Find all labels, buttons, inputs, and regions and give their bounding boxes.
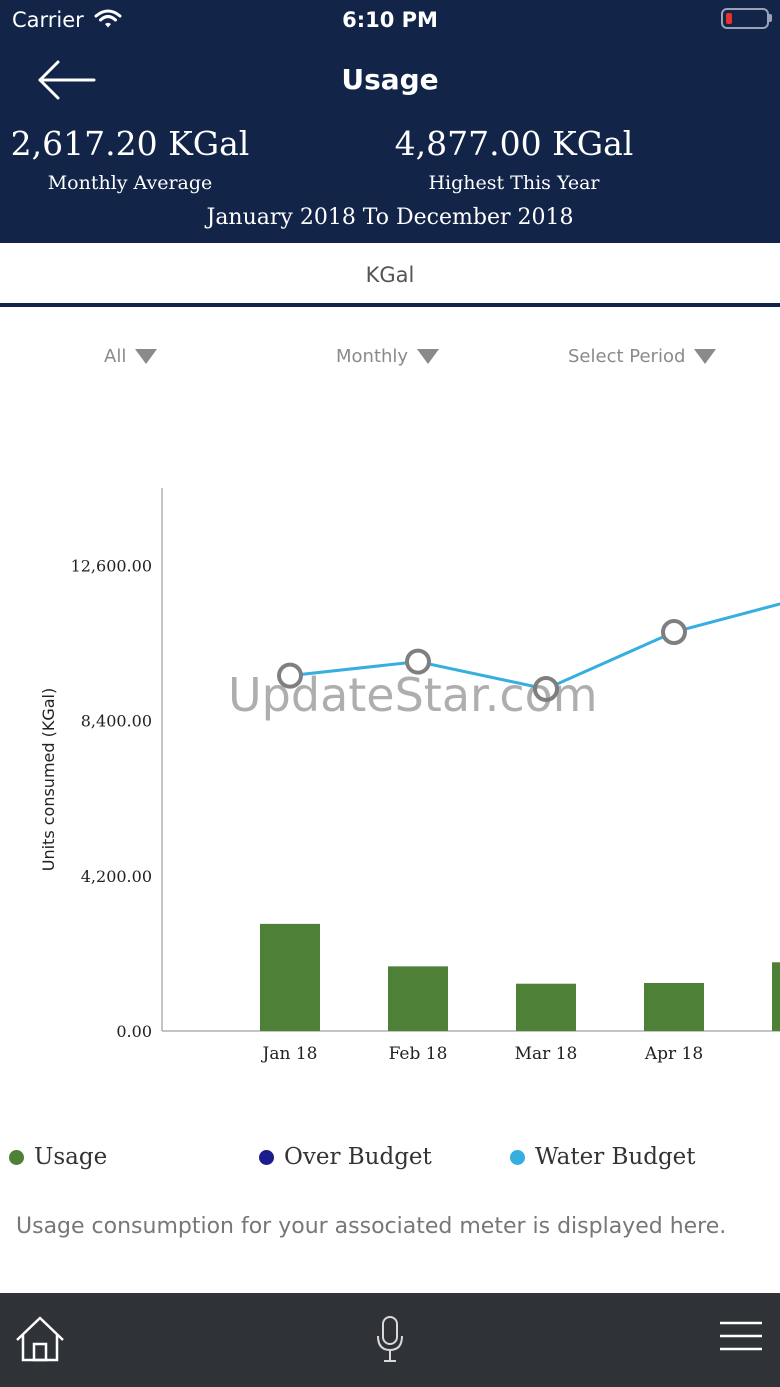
usage-bar — [644, 982, 704, 1031]
usage-bar — [772, 962, 780, 1031]
x-tick-label: Apr 18 — [644, 1044, 703, 1064]
water-budget-point — [533, 675, 559, 702]
bottom-toolbar — [0, 1293, 780, 1387]
water-budget-line — [289, 602, 780, 691]
monthly-average-stat: 2,617.20 KGal Monthly Average — [0, 124, 260, 194]
status-bar: Carrier 6:10 PM — [0, 0, 780, 40]
legend-item-usage[interactable]: Usage — [9, 1144, 107, 1170]
wifi-icon — [94, 9, 122, 28]
highest-this-year-stat: 4,877.00 KGal Highest This Year — [383, 124, 645, 194]
water-budget-point — [405, 648, 431, 675]
monthly-average-label: Monthly Average — [47, 172, 213, 194]
meter-filter-dropdown[interactable]: All — [104, 346, 158, 367]
water-budget-point — [661, 619, 687, 646]
tab-kgal-label: KGal — [365, 263, 415, 287]
usage-chart: 12,600.00 8,400.00 4,200.00 0.00 Units consu… — [39, 488, 780, 1064]
x-tick-label: Mar 18 — [515, 1044, 578, 1064]
legend-item-water-budget[interactable]: Water Budget — [510, 1144, 696, 1170]
legend-dot — [510, 1149, 525, 1165]
x-tick-label: Jan 18 — [261, 1044, 318, 1064]
y-tick-label: 4,200.00 — [81, 867, 152, 886]
legend-dot — [259, 1149, 274, 1165]
microphone-icon[interactable] — [374, 1315, 406, 1365]
date-range: January 2018 To December 2018 — [206, 205, 574, 230]
usage-bar — [260, 923, 320, 1031]
period-filter-dropdown[interactable]: Select Period — [568, 346, 717, 367]
header-bar: Carrier 6:10 PM Usage 2,617.20 KGal Mont… — [0, 0, 780, 243]
usage-description: Usage consumption for your associated me… — [16, 1214, 727, 1239]
period-filter-label: Select Period — [568, 346, 686, 367]
page-title: Usage — [341, 63, 439, 96]
battery-nub — [769, 14, 772, 22]
frequency-filter-dropdown[interactable]: Monthly — [336, 346, 440, 367]
highest-this-year-label: Highest This Year — [428, 172, 600, 194]
back-arrow-icon[interactable] — [34, 58, 98, 102]
highest-this-year-value: 4,877.00 KGal — [394, 124, 634, 163]
caret-down-icon — [417, 349, 440, 364]
caret-down-icon — [694, 349, 717, 364]
meter-filter-label: All — [104, 346, 127, 367]
y-tick-label: 8,400.00 — [81, 712, 152, 731]
legend-label-water-budget: Water Budget — [535, 1144, 696, 1170]
legend-dot — [9, 1149, 24, 1165]
caret-down-icon — [135, 349, 158, 364]
y-tick-label: 12,600.00 — [71, 557, 152, 576]
y-tick-label: 0.00 — [116, 1022, 152, 1041]
battery-icon — [721, 8, 769, 29]
tab-kgal[interactable]: KGal — [0, 243, 780, 305]
hamburger-menu-icon[interactable] — [718, 1319, 764, 1353]
carrier-label: Carrier — [12, 8, 84, 32]
home-icon[interactable] — [14, 1315, 66, 1363]
legend-label-usage: Usage — [34, 1144, 108, 1170]
water-budget-point — [277, 662, 303, 689]
monthly-average-value: 2,617.20 KGal — [10, 124, 250, 163]
usage-bar — [516, 983, 576, 1031]
legend-item-over-budget[interactable]: Over Budget — [259, 1144, 432, 1170]
legend-label-over-budget: Over Budget — [284, 1144, 432, 1170]
status-time: 6:10 PM — [342, 8, 438, 32]
usage-bar — [388, 966, 448, 1031]
x-tick-label: Feb 18 — [389, 1044, 448, 1064]
tab-indicator — [0, 303, 780, 307]
y-axis-title: Units consumed (KGal) — [39, 688, 58, 872]
frequency-filter-label: Monthly — [336, 346, 409, 367]
